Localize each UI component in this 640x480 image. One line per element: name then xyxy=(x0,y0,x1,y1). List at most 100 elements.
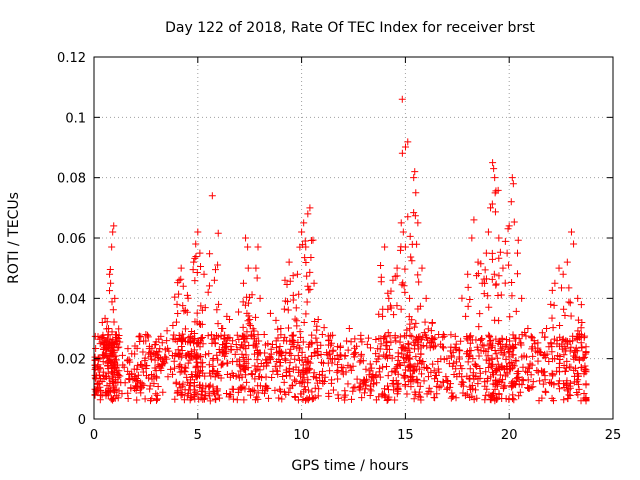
data-point xyxy=(262,356,270,364)
data-point xyxy=(291,392,299,400)
data-point xyxy=(209,354,217,362)
data-point xyxy=(582,380,590,388)
data-point xyxy=(570,352,577,360)
data-point xyxy=(557,284,565,292)
data-point xyxy=(238,350,246,358)
data-point xyxy=(328,359,336,367)
data-point xyxy=(223,359,231,367)
data-point xyxy=(214,229,222,237)
data-point xyxy=(503,249,511,257)
data-point xyxy=(182,364,190,372)
data-point xyxy=(229,395,237,403)
y-axis-label: ROTI / TECUs xyxy=(6,192,22,284)
data-point xyxy=(372,396,380,404)
data-point xyxy=(245,312,253,320)
data-point xyxy=(524,325,532,332)
data-point xyxy=(126,375,134,383)
data-point xyxy=(100,375,108,383)
data-point xyxy=(550,301,558,309)
data-point xyxy=(211,266,219,274)
data-point xyxy=(151,356,159,364)
data-point xyxy=(130,385,138,393)
data-point xyxy=(429,360,437,368)
data-point xyxy=(100,343,108,351)
data-point xyxy=(194,228,202,236)
data-point xyxy=(491,208,499,216)
data-point xyxy=(312,374,320,382)
data-point xyxy=(481,279,489,287)
data-point xyxy=(106,335,114,343)
data-point xyxy=(473,394,481,402)
data-point xyxy=(231,350,239,358)
data-point xyxy=(411,212,419,220)
data-point xyxy=(478,341,486,349)
data-point xyxy=(482,275,490,283)
data-point xyxy=(467,332,475,340)
data-point xyxy=(225,315,233,323)
data-point xyxy=(355,384,363,392)
data-point xyxy=(424,373,432,381)
data-point xyxy=(413,240,421,248)
data-point xyxy=(457,362,465,370)
data-point xyxy=(358,394,366,402)
data-point xyxy=(403,390,411,398)
data-point xyxy=(91,364,99,372)
data-point xyxy=(483,377,491,385)
data-point xyxy=(427,368,435,376)
data-point xyxy=(574,327,582,335)
data-point xyxy=(153,374,161,382)
data-point xyxy=(146,385,154,393)
data-point xyxy=(391,396,399,404)
data-point xyxy=(384,382,392,390)
data-point xyxy=(490,165,498,173)
data-point xyxy=(184,359,192,367)
data-point xyxy=(495,317,503,325)
data-point xyxy=(216,394,224,402)
data-point xyxy=(300,318,308,326)
data-point xyxy=(508,292,516,300)
data-point xyxy=(277,387,285,395)
data-point xyxy=(275,355,283,363)
data-point xyxy=(139,348,147,356)
data-point xyxy=(213,351,221,359)
data-point xyxy=(313,345,321,353)
data-point xyxy=(108,328,116,336)
data-point xyxy=(514,249,522,257)
data-point xyxy=(487,204,495,212)
data-point xyxy=(420,329,428,337)
data-point xyxy=(556,321,564,329)
data-point xyxy=(383,397,391,405)
data-point xyxy=(564,385,572,393)
data-point xyxy=(191,386,199,394)
grid xyxy=(94,57,613,419)
data-point xyxy=(213,385,221,393)
data-point xyxy=(137,389,145,397)
data-point xyxy=(501,372,509,380)
data-point xyxy=(414,219,422,227)
data-point xyxy=(403,326,411,334)
data-point xyxy=(465,374,473,382)
data-point xyxy=(185,333,193,341)
data-point xyxy=(229,385,237,393)
data-point xyxy=(286,277,294,285)
data-point xyxy=(368,364,376,372)
data-point xyxy=(344,380,352,388)
data-point xyxy=(176,380,184,388)
data-point xyxy=(396,333,404,341)
x-tick-label: 20 xyxy=(501,428,518,443)
data-point xyxy=(401,345,409,353)
data-point xyxy=(146,349,154,357)
data-point xyxy=(488,354,496,362)
data-point xyxy=(393,264,401,272)
data-point xyxy=(222,390,230,398)
data-point xyxy=(246,315,254,323)
data-point xyxy=(288,331,296,339)
data-point xyxy=(509,391,517,399)
data-point xyxy=(317,358,325,366)
data-point xyxy=(107,279,115,287)
data-point xyxy=(366,391,374,399)
data-point xyxy=(348,395,356,403)
data-point xyxy=(179,302,187,310)
data-point xyxy=(560,305,568,313)
data-point xyxy=(281,355,289,363)
